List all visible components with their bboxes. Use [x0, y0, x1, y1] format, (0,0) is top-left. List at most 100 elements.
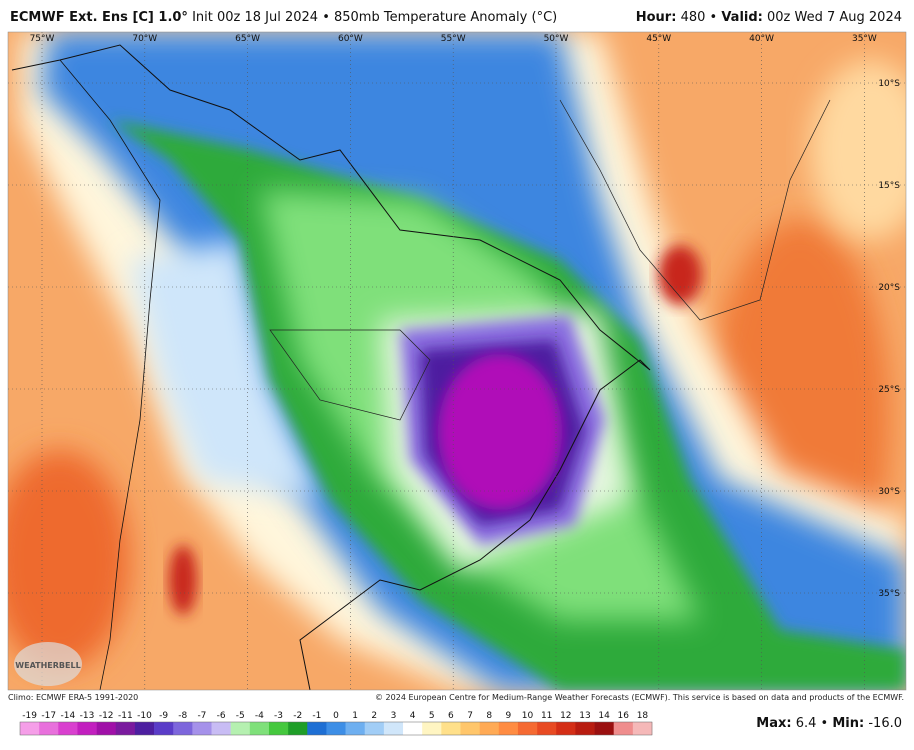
colorbar-cell [134, 722, 155, 735]
colorbar-cell [441, 722, 461, 735]
latitude-label: 20°S [878, 283, 900, 293]
colorbar-cell [383, 722, 404, 735]
longitude-label: 40°W [749, 34, 774, 44]
colorbar-cell [249, 722, 270, 735]
longitude-label: 35°W [852, 34, 877, 44]
colorbar-tick-label: 16 [618, 711, 630, 721]
colorbar-tick-label: -5 [236, 711, 245, 721]
min-label: Min: [832, 716, 864, 731]
max-label: Max: [756, 716, 791, 731]
colorbar-tick-label: -17 [41, 711, 56, 721]
longitude-label: 45°W [646, 34, 671, 44]
longitude-label: 65°W [235, 34, 260, 44]
longitude-label: 60°W [338, 34, 363, 44]
max-min: Max: 6.4 • Min: -16.0 [756, 716, 902, 731]
colorbar-tick-label: 11 [541, 711, 552, 721]
longitude-label: 75°W [30, 34, 55, 44]
colorbar-tick-label: -6 [217, 711, 226, 721]
colorbar-cell [230, 722, 251, 735]
colorbar-cell [613, 722, 634, 735]
colorbar-tick-label: -19 [22, 711, 37, 721]
latitude-label: 25°S [878, 385, 900, 395]
description: Init 00z 18 Jul 2024 • 850mb Temperature… [192, 10, 558, 25]
colorbar-cell [115, 722, 136, 735]
colorbar-cell [345, 722, 366, 735]
latitude-label: 10°S [878, 79, 900, 89]
colorbar-cell [498, 722, 519, 735]
colorbar-tick-label: -12 [99, 711, 114, 721]
colorbar-tick-label: 2 [371, 711, 377, 721]
graticule: 75°W 70°W 65°W 60°W 55°W 50°W 45°W 40°W 35°W 10°S… [8, 32, 906, 690]
longitude-label: 70°W [132, 34, 157, 44]
colorbar-tick-label: 6 [448, 711, 454, 721]
min: -16.0 [868, 716, 902, 731]
colorbar-tick-label: -11 [118, 711, 133, 721]
colorbar-cell [594, 722, 614, 735]
latitude-label: 35°S [878, 589, 900, 599]
colorbar-cell [537, 722, 557, 735]
colorbar-cell [517, 722, 538, 735]
max: 6.4 [796, 716, 817, 731]
colorbar-cell [192, 722, 212, 735]
colorbar-cell [632, 722, 653, 735]
copyright: © 2024 European Centre for Medium-Range … [375, 693, 904, 702]
colorbar-cell [173, 722, 193, 735]
latitude-label: 15°S [878, 181, 900, 191]
colorbar-tick-label: -9 [159, 711, 168, 721]
colorbar-tick-label: 8 [486, 711, 492, 721]
colorbar-tick-label: 18 [637, 711, 649, 721]
colorbar-tick-label: -7 [197, 711, 206, 721]
colorbar-cell [422, 722, 442, 735]
colorbar-tick-label: 12 [560, 711, 571, 721]
climo: Climo: ECMWF ERA-5 1991-2020 [8, 693, 138, 702]
longitude-label: 55°W [441, 34, 466, 44]
colorbar-tick-label: -3 [274, 711, 283, 721]
hour-label: Hour: [635, 10, 677, 25]
header-right: Hour: 480 • Valid: 00z Wed 7 Aug 2024 [635, 10, 902, 25]
colorbar-frame [19, 721, 653, 736]
valid-label: Valid: [721, 10, 763, 25]
colorbar-tick-label: -14 [61, 711, 76, 721]
colorbar-cell [460, 722, 480, 735]
colorbar-tick-label: 9 [505, 711, 511, 721]
colorbar-tick-label: 1 [352, 711, 358, 721]
colorbar-cell [96, 722, 117, 735]
map-field: 75°W 70°W 65°W 60°W 55°W 50°W 45°W 40°W 35°W 10°S… [8, 32, 906, 690]
colorbar-cell [556, 722, 576, 735]
colorbar-cell [211, 722, 231, 735]
colorbar-tick-label: 3 [391, 711, 397, 721]
colorbar-tick-label: 10 [522, 711, 534, 721]
colorbar-tick-label: -4 [255, 711, 264, 721]
colorbar-tick-label: -1 [312, 711, 321, 721]
colorbar-tick-label: 13 [579, 711, 590, 721]
colorbar-tick-label: -13 [80, 711, 95, 721]
model-name: ECMWF Ext. Ens [C] 1.0° [10, 10, 188, 25]
colorbar-tick-label: 5 [429, 711, 435, 721]
colorbar-cell [364, 722, 385, 735]
colorbar-cell [154, 722, 174, 735]
colorbar-cell [288, 722, 308, 735]
colorbar-cell [307, 722, 327, 735]
valid: 00z Wed 7 Aug 2024 [767, 10, 902, 25]
longitude-label: 50°W [544, 34, 569, 44]
colorbar-tick-label: -10 [137, 711, 152, 721]
colorbar-tick-label: -8 [178, 711, 187, 721]
colorbar-tick-label: 4 [410, 711, 416, 721]
colorbar-cell [326, 722, 346, 735]
colorbar-tick-label: 7 [467, 711, 473, 721]
colorbar: -19 -17 -14 -13 -12 -11 -10 -9 -8 -7 -6 -5 -4 -3 -2 -1 0… [19, 711, 653, 736]
hour: 480 [680, 10, 706, 25]
latitude-label: 30°S [878, 487, 900, 497]
colorbar-cell [77, 722, 97, 735]
colorbar-cell [403, 722, 423, 735]
colorbar-cell [268, 722, 289, 735]
colorbar-tick-label: 0 [333, 711, 339, 721]
colorbar-tick-label: 14 [598, 711, 610, 721]
header-left: ECMWF Ext. Ens [C] 1.0° Init 00z 18 Jul … [10, 10, 557, 25]
colorbar-cell [20, 722, 40, 735]
watermark: WEATHERBELL [15, 661, 80, 670]
colorbar-cell [479, 722, 500, 735]
colorbar-cell [39, 722, 59, 735]
colorbar-cell [575, 722, 595, 735]
